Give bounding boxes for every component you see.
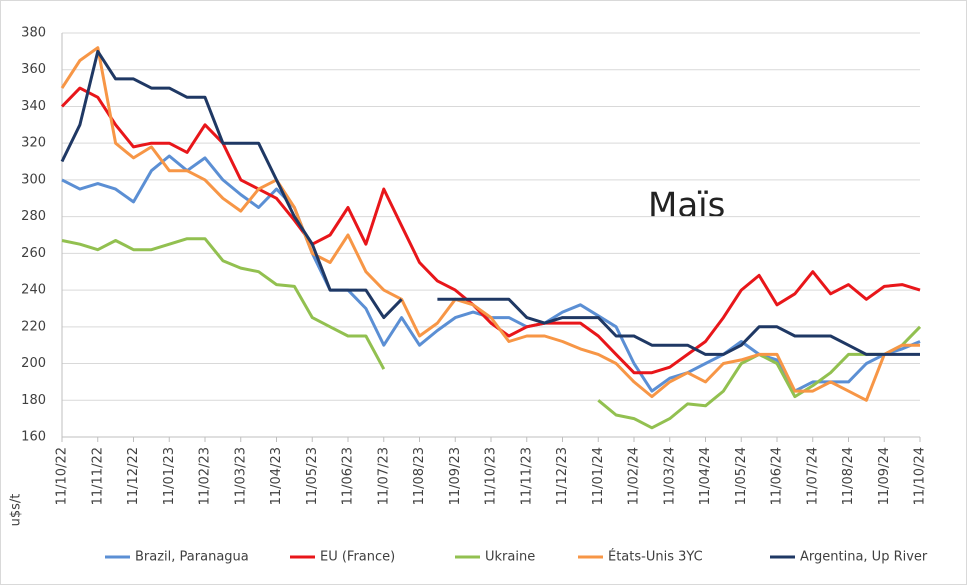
x-tick-label: 11/09/24 — [877, 447, 892, 505]
y-tick-label: 260 — [21, 246, 46, 261]
x-tick-label: 11/09/23 — [448, 447, 463, 505]
y-tick-label: 360 — [21, 62, 46, 77]
y-tick-label: 160 — [21, 430, 46, 445]
series-line — [60, 86, 921, 375]
y-tick-label: 280 — [21, 209, 46, 224]
legend-label: États-Unis 3YC — [608, 549, 703, 565]
y-tick-label: 340 — [21, 99, 46, 114]
x-tick-label: 11/06/23 — [341, 447, 356, 505]
y-tick-label: 200 — [21, 356, 46, 371]
x-tick-label: 11/10/24 — [913, 447, 928, 505]
series-line — [60, 49, 920, 356]
x-tick-label: 11/11/22 — [90, 447, 105, 505]
x-tick-label: 11/08/23 — [412, 447, 427, 505]
legend-label: Ukraine — [485, 550, 535, 565]
legend-label: Brazil, Paranagua — [135, 550, 249, 565]
x-tick-label: 11/06/24 — [770, 447, 785, 505]
annotation: Maïs — [648, 186, 725, 226]
x-tick-label: 11/03/24 — [662, 447, 677, 505]
x-tick-label: 11/04/24 — [698, 447, 713, 505]
x-tick-label: 11/07/23 — [376, 447, 391, 505]
y-tick-label: 320 — [21, 136, 46, 151]
x-tick-label: 11/04/23 — [269, 447, 284, 505]
x-tick-label: 11/01/24 — [591, 447, 606, 505]
y-tick-label: 380 — [21, 26, 46, 41]
legend-label: Argentina, Up River — [800, 550, 928, 565]
x-tick-label: 11/07/24 — [805, 447, 820, 505]
y-axis-label: u$s/t — [9, 494, 24, 527]
x-tick-label: 11/05/23 — [305, 447, 320, 505]
x-tick-label: 11/08/24 — [841, 447, 856, 505]
x-tick-label: 11/11/23 — [519, 447, 534, 505]
y-tick-label: 220 — [21, 319, 46, 334]
x-tick-label: 11/10/23 — [484, 447, 499, 505]
legend-label: EU (France) — [320, 550, 395, 565]
series-line — [60, 46, 920, 402]
y-tick-label: 240 — [21, 283, 46, 298]
x-tick-label: 11/02/24 — [627, 447, 642, 505]
y-tick-label: 180 — [21, 393, 46, 408]
x-tick-label: 11/02/23 — [198, 447, 213, 505]
x-tick-label: 11/01/23 — [162, 447, 177, 505]
x-tick-label: 11/12/23 — [555, 447, 570, 505]
x-tick-label: 11/12/22 — [126, 447, 141, 505]
y-tick-label: 300 — [21, 172, 46, 187]
x-tick-label: 11/10/22 — [55, 447, 70, 505]
x-tick-label: 11/05/24 — [734, 447, 749, 505]
x-tick-label: 11/03/23 — [233, 447, 248, 505]
